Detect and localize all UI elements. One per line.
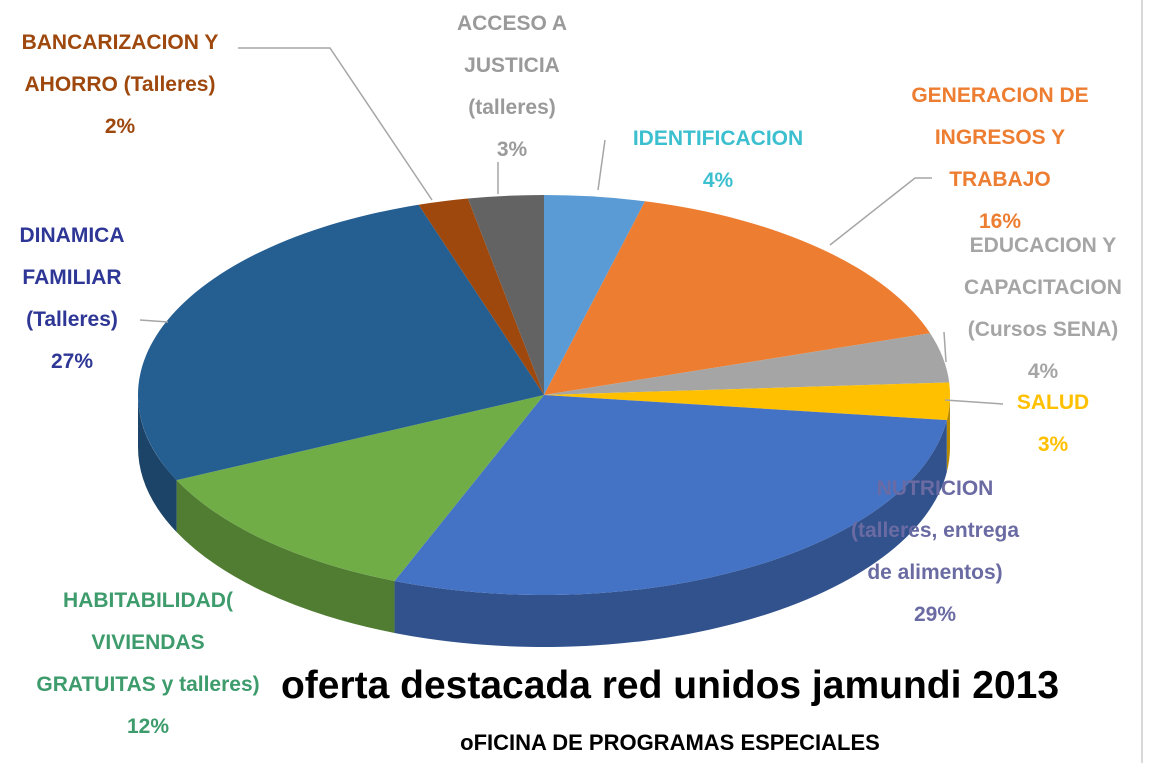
data-label: NUTRICION (talleres, entrega de alimento… (850, 468, 1020, 636)
category-label: ACCESO A JUSTICIA (talleres) (456, 12, 568, 119)
value-label: 3% (496, 138, 528, 161)
data-label: HABITABILIDAD( VIVIENDAS GRATUITAS y tal… (33, 580, 263, 748)
border (1141, 0, 1143, 763)
leader-line (597, 139, 606, 191)
value-label: 16% (978, 210, 1022, 233)
value-label: 4% (1027, 360, 1059, 383)
slice (176, 395, 545, 581)
category-label: EDUCACION Y CAPACITACION (Cursos SENA) (964, 234, 1122, 341)
slice (418, 198, 544, 395)
data-label: ACCESO A JUSTICIA (talleres) 3% (437, 3, 587, 171)
data-label: DINAMICA FAMILIAR (Talleres) 27% (0, 215, 147, 383)
leader-line (829, 177, 932, 246)
slice (544, 382, 950, 421)
data-label: BANCARIZACION Y AHORRO (Talleres) 2% (13, 22, 228, 148)
category-label: SALUD (1016, 391, 1090, 414)
value-label: 27% (50, 350, 94, 373)
data-label: IDENTIFICACION 4% (598, 118, 838, 202)
category-label: DINAMICA FAMILIAR (Talleres) (19, 224, 125, 331)
category-label: NUTRICION (talleres, entrega de alimento… (850, 477, 1020, 584)
slice (544, 333, 950, 395)
chart-subtitle: oFICINA DE PROGRAMAS ESPECIALES (460, 730, 880, 755)
chart-title: oferta destacada red unidos jamundi 2013 (280, 664, 1060, 707)
value-label: 3% (1037, 433, 1069, 456)
slice-side (176, 480, 395, 633)
value-label: 12% (126, 715, 170, 738)
data-label: EDUCACION Y CAPACITACION (Cursos SENA) 4% (938, 225, 1148, 393)
slice (544, 195, 645, 395)
leader-line (943, 331, 947, 363)
leader-line (139, 319, 169, 323)
value-label: 29% (913, 603, 957, 626)
category-label: IDENTIFICACION (632, 127, 804, 150)
slice-side (946, 395, 950, 473)
slice-side (394, 420, 947, 647)
slice (467, 195, 544, 395)
value-label: 4% (702, 169, 734, 192)
slice (137, 204, 544, 481)
leader-line (238, 47, 433, 201)
slice-side (138, 395, 177, 533)
slice (394, 395, 947, 596)
category-label: GENERACION DE INGRESOS Y TRABAJO (911, 84, 1089, 191)
category-label: HABITABILIDAD( VIVIENDAS GRATUITAS y tal… (36, 589, 260, 696)
leader-line (944, 399, 1004, 405)
data-label: SALUD 3% (993, 382, 1113, 466)
value-label: 2% (104, 115, 136, 138)
data-label: GENERACION DE INGRESOS Y TRABAJO 16% (895, 75, 1105, 243)
slice (544, 201, 931, 395)
category-label: BANCARIZACION Y AHORRO (Talleres) (21, 31, 219, 96)
